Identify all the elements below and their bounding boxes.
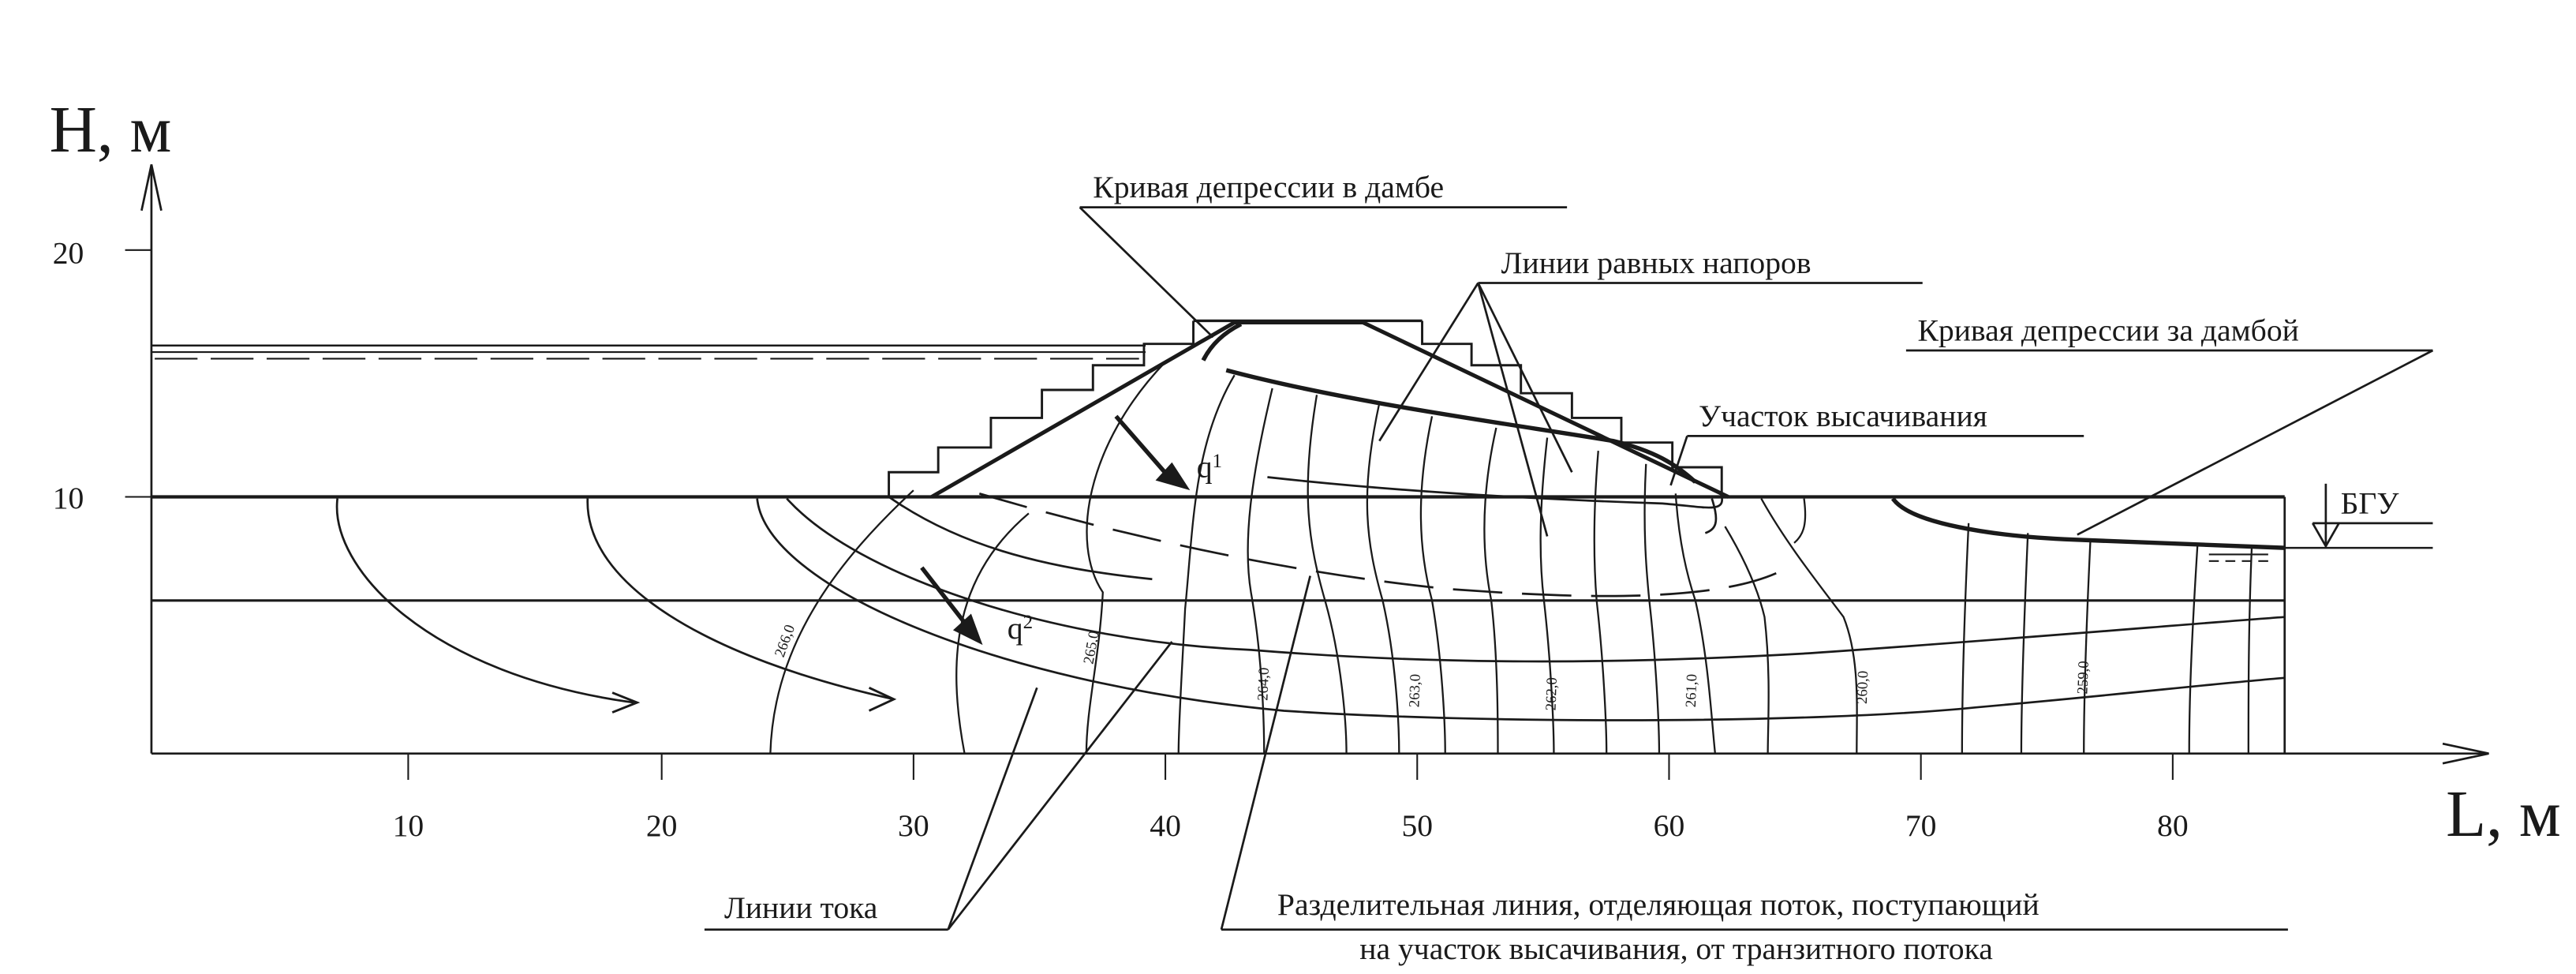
flow-line <box>786 497 2285 663</box>
callout-equal-head-lines: Линии равных напоров <box>1501 245 1811 280</box>
dam-slopes <box>930 320 1729 499</box>
equipotential-line <box>1539 437 1555 754</box>
isoline-label: 260,0 <box>1854 670 1871 704</box>
callout-dividing-line-2: на участок высачивания, от транзитного п… <box>1359 931 1993 966</box>
y-tick-label-20: 20 <box>53 236 84 271</box>
callout-depression-behind-dam: Кривая депрессии за дамбой <box>1917 313 2298 347</box>
equipotential-lines <box>769 361 2253 754</box>
flow-line <box>335 498 634 704</box>
flow-arrows <box>611 686 897 714</box>
dam <box>888 319 1729 499</box>
equipotential-line <box>1085 361 1166 754</box>
equipotential-line <box>1366 403 1400 754</box>
x-tick-label-10: 10 <box>393 808 424 843</box>
x-axis-arrow <box>2442 742 2489 765</box>
q2-label: q2 <box>1008 611 1033 646</box>
equipotential-line <box>2188 545 2199 754</box>
equipotential-line <box>1177 374 1236 754</box>
equipotential-line <box>1793 498 1807 544</box>
dam-depression-curve <box>1201 322 1697 484</box>
equipotential-line <box>1593 451 1608 754</box>
equipotential-line <box>1760 498 1858 754</box>
isoline-label: 266,0 <box>772 623 798 660</box>
equipotential-line <box>1419 416 1446 754</box>
q1-label: q1 <box>1197 450 1222 485</box>
isoline-label: 261,0 <box>1683 674 1700 708</box>
y-tick-label-10: 10 <box>53 481 84 515</box>
q1-arrow-shaft <box>1114 414 1174 482</box>
equipotential-line <box>1483 427 1499 754</box>
flow-line <box>888 496 1153 581</box>
depression-curves <box>1201 322 2433 562</box>
isoline-label: 259,0 <box>2074 661 2092 695</box>
isoline-label: 263,0 <box>1406 674 1423 708</box>
q1-arrow-head <box>1155 462 1191 491</box>
x-axis-label: L, м <box>2446 778 2561 851</box>
seepage-zone-curve <box>1267 476 1723 534</box>
callout-seepage-zone: Участок высачивания <box>1699 399 1987 433</box>
equipotential-line <box>2247 548 2253 754</box>
q-arrows <box>920 414 1191 646</box>
equipotential-line <box>2020 533 2029 754</box>
x-tick-label-40: 40 <box>1150 808 1181 843</box>
flow-line <box>756 498 2285 721</box>
callout-flow-lines: Линии тока <box>724 890 878 925</box>
callout-leaders <box>704 206 2434 931</box>
axes <box>125 164 2489 781</box>
q2-arrow-head <box>952 613 983 646</box>
equipotential-line <box>1247 388 1273 754</box>
domain <box>151 495 2286 754</box>
equipotential-line <box>769 489 914 754</box>
x-tick-label-50: 50 <box>1401 808 1433 843</box>
callout-groundwater-level: БГУ <box>2341 485 2400 520</box>
dam-steps-upstream <box>888 320 1195 497</box>
callout-texts: Кривая депрессии в дамбе Линии равных на… <box>724 170 2399 966</box>
arrow-head <box>611 691 641 714</box>
callout-dividing-line-1: Разделительная линия, отделяющая поток, … <box>1277 887 2039 922</box>
x-tick-label-70: 70 <box>1905 808 1937 843</box>
equipotential-line <box>2083 539 2092 754</box>
y-axis-arrow <box>140 164 163 212</box>
x-tick-labels: 10 20 30 40 50 60 70 80 <box>393 808 2189 843</box>
equipotential-line <box>1307 395 1348 754</box>
flow-line <box>586 498 895 701</box>
x-tick-label-60: 60 <box>1654 808 1685 843</box>
equipotential-line <box>1724 526 1770 754</box>
isoline-label: 265,0 <box>1081 630 1103 665</box>
q2-arrow-shaft <box>920 566 970 628</box>
x-tick-label-80: 80 <box>2157 808 2189 843</box>
depression-curve-behind-dam <box>1890 496 2285 550</box>
isoline-label: 264,0 <box>1254 667 1272 701</box>
dividing-line <box>978 493 1778 598</box>
y-axis-label: H, м <box>50 94 172 167</box>
isoline-label: 262,0 <box>1543 677 1561 711</box>
equipotential-line <box>1961 523 1970 754</box>
flow-lines <box>335 496 2285 721</box>
x-tick-label-30: 30 <box>898 808 929 843</box>
groundwater-level-marker <box>2312 483 2433 549</box>
callout-dam-depression-curve: Кривая депрессии в дамбе <box>1093 170 1444 204</box>
reservoir-water <box>151 344 1146 360</box>
arrow-head <box>868 686 897 712</box>
equipotential-line <box>1643 463 1661 754</box>
x-tick-label-20: 20 <box>646 808 678 843</box>
equipotential-line <box>1674 493 1717 754</box>
